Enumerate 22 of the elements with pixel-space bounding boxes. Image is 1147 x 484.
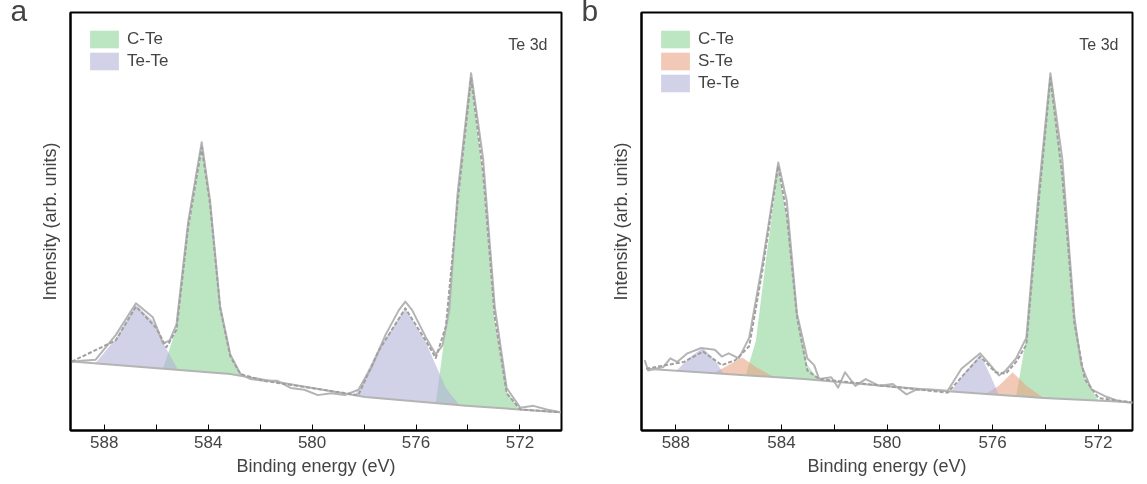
legend-label: C-Te	[698, 29, 734, 49]
x-axis-title: Binding energy (eV)	[236, 455, 396, 476]
legend-label: Te-Te	[698, 73, 740, 93]
x-axis-title: Binding energy (eV)	[807, 455, 967, 476]
y-axis-title: Intensity (arb. units)	[610, 142, 631, 301]
x-tick-label: 576	[978, 432, 1007, 452]
legend-label: C-Te	[127, 29, 163, 49]
y-axis-title: Intensity (arb. units)	[39, 142, 60, 301]
x-tick-label: 580	[872, 432, 902, 452]
x-tick-label: 584	[767, 432, 796, 452]
x-tick-label: 588	[90, 432, 119, 452]
legend-label: S-Te	[698, 51, 733, 71]
text: Te 3d	[1079, 35, 1119, 53]
x-tick-label: 572	[1084, 432, 1113, 452]
x-tick-label: 572	[505, 432, 535, 452]
legend-label: Te-Te	[127, 51, 169, 71]
x-tick-label: 584	[194, 432, 223, 452]
chart-title: a	[10, 0, 28, 27]
x-tick-label: 588	[661, 432, 691, 452]
x-tick-label: 580	[297, 432, 327, 452]
text: Te 3d	[508, 35, 548, 53]
x-tick-label: 576	[401, 432, 431, 452]
